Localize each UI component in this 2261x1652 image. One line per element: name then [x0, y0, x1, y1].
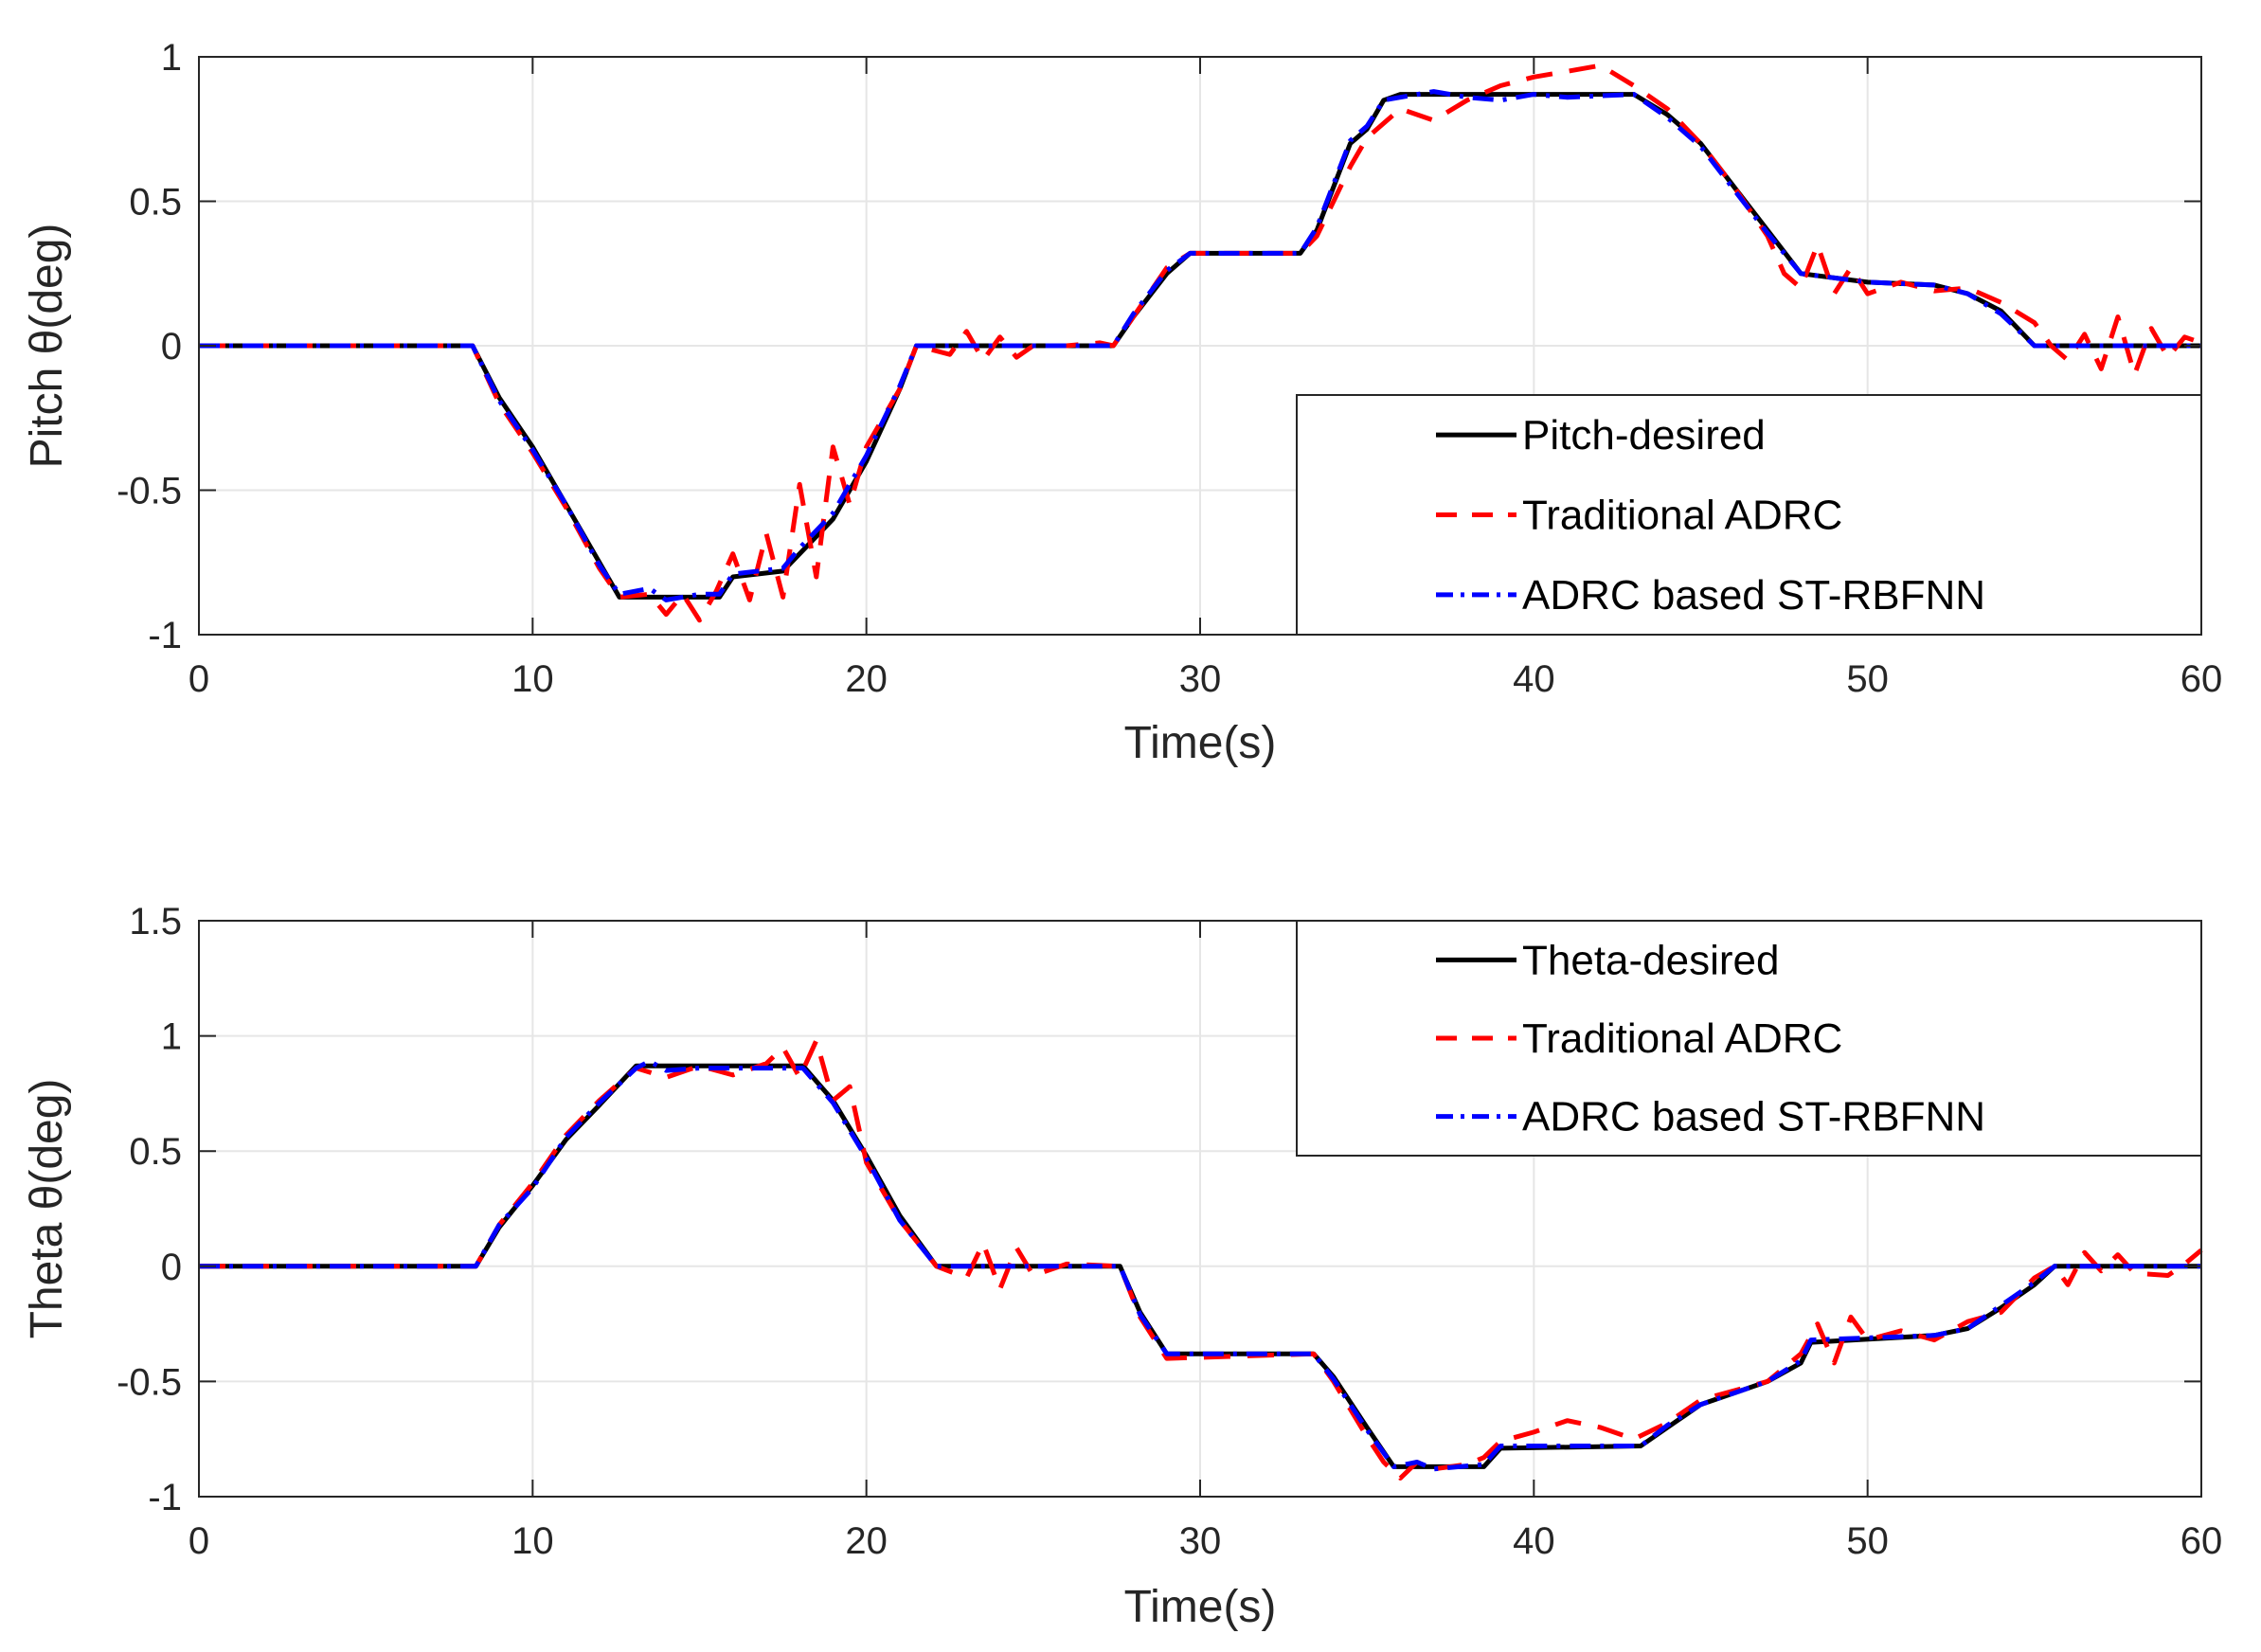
x-axis-title: Time(s): [1124, 1582, 1277, 1632]
x-tick-label: 50: [1846, 1520, 1889, 1562]
pitch-plot: 0 10 20 30 40 50 60 1 0.5 0 -0.5 -1 Time(s) Pitch θ(d…: [22, 37, 2222, 768]
y-tick-label: 0: [161, 326, 182, 368]
legend-label: ADRC based ST-RBFNN: [1522, 1094, 1985, 1140]
x-tick-label: 60: [2180, 1520, 2223, 1562]
y-tick-label: 1: [161, 37, 182, 79]
x-tick-label: 60: [2180, 658, 2223, 700]
x-tick-label: 20: [845, 1520, 888, 1562]
y-tick-label: 1.5: [129, 901, 182, 943]
x-tick-label: 20: [845, 658, 888, 700]
series-line-traditional-adrc: [199, 63, 2202, 623]
y-axis-title: Pitch θ(deg): [22, 224, 72, 469]
x-tick-label: 50: [1846, 658, 1889, 700]
theta-plot: 0 10 20 30 40 50 60 1.5 1 0.5 0 -0.5 -1 Time(s) Theta …: [22, 901, 2222, 1632]
x-tick-label: 30: [1179, 1520, 1222, 1562]
x-tick-label: 0: [188, 1520, 209, 1562]
legend-label: ADRC based ST-RBFNN: [1522, 572, 1985, 619]
x-tick-label: 10: [511, 658, 554, 700]
y-tick-label: 1: [161, 1016, 182, 1058]
y-tick-label: -0.5: [117, 1361, 182, 1403]
x-tick-label: 0: [188, 658, 209, 700]
legend-label: Traditional ADRC: [1522, 493, 1842, 539]
x-tick-label: 30: [1179, 658, 1222, 700]
legend-label: Traditional ADRC: [1522, 1015, 1842, 1062]
legend-label: Pitch-desired: [1522, 412, 1766, 458]
legend: Pitch-desired Traditional ADRC ADRC based …: [1296, 394, 2202, 636]
x-axis-title: Time(s): [1124, 718, 1277, 768]
y-tick-label: 0.5: [129, 1131, 182, 1173]
x-tick-label: 40: [1513, 658, 1555, 700]
series-line-adrc-based-st-rbfnn: [199, 89, 2201, 602]
y-tick-label: 0.5: [129, 182, 182, 224]
legend: Theta-desired Traditional ADRC ADRC based …: [1296, 920, 2202, 1157]
y-axis-title: Theta θ(deg): [22, 1079, 72, 1339]
legend-label: Theta-desired: [1522, 937, 1779, 983]
x-tick-label: 40: [1513, 1520, 1555, 1562]
x-tick-label: 10: [511, 1520, 554, 1562]
y-tick-label: -1: [148, 1477, 182, 1518]
y-tick-label: -0.5: [117, 471, 182, 512]
y-tick-label: 0: [161, 1247, 182, 1288]
y-tick-label: -1: [148, 615, 182, 656]
series-line-adrc-based-st-rbfnn: [199, 1058, 2201, 1472]
